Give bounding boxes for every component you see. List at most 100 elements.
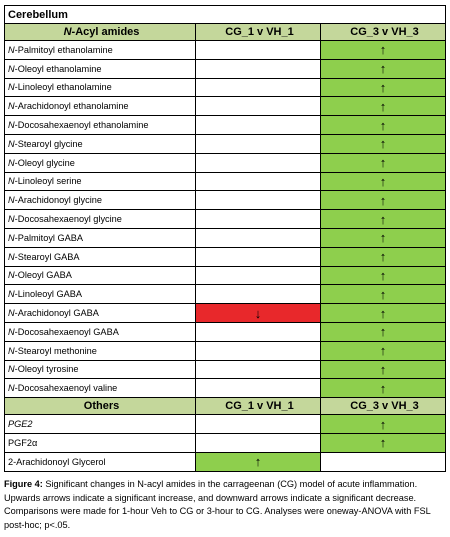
change-cell-cg3-vh3: ↑ (319, 303, 447, 323)
compound-name-text: -Oleoyl ethanolamine (14, 63, 102, 74)
change-cell-cg3-vh3: ↑ (319, 96, 447, 117)
compound-prefix: N (8, 232, 15, 243)
table-row: N-Palmitoyl ethanolamine ↑ (4, 40, 447, 60)
compound-prefix: N (8, 308, 15, 319)
change-cell-cg1-vh1 (195, 284, 321, 305)
change-cell-cg3-vh3: ↑ (319, 414, 447, 434)
change-cell-cg1-vh1: ↓ (195, 303, 321, 323)
section-header-prefix: N (63, 26, 72, 38)
change-cell-cg1-vh1 (195, 359, 321, 380)
caption-label: Figure 4: (4, 479, 43, 489)
compound-name-text: -Linoleoyl serine (14, 176, 82, 187)
column-header-cg1-vh1: CG_1 v VH_1 (195, 397, 321, 416)
compound-name: N-Palmitoyl GABA (4, 227, 196, 248)
section-header-text: -Acyl amides (71, 26, 140, 38)
change-cell-cg3-vh3: ↑ (319, 58, 447, 79)
compound-name-text: -Arachidonoyl glycine (14, 195, 102, 206)
table-row: N-Docosahexaenoyl valine ↑ (4, 378, 447, 399)
table-row: N-Arachidonoyl ethanolamine ↑ (4, 96, 447, 117)
compound-name: N-Oleoyl ethanolamine (4, 58, 196, 79)
compound-prefix: N (8, 44, 15, 55)
table-row: 2-Arachidonoyl Glycerol ↑ (4, 451, 447, 472)
compound-prefix: N (8, 345, 15, 356)
table-title-row: Cerebellum (3, 5, 447, 24)
compound-name: N-Oleoyl GABA (4, 265, 196, 286)
compound-prefix: N (8, 364, 15, 375)
compound-name: N-Oleoyl tyrosine (4, 359, 196, 380)
table-row: N-Oleoyl tyrosine ↑ (4, 359, 447, 380)
change-cell-cg3-vh3: ↑ (319, 40, 447, 60)
compound-prefix: N (8, 120, 15, 131)
column-header-cg3-vh3: CG_3 v VH_3 (319, 397, 447, 416)
compound-name-text: -Arachidonoyl ethanolamine (14, 101, 129, 112)
compound-name-text: -Docosahexaenoyl GABA (14, 326, 119, 337)
table-row: N-Docosahexaenoyl glycine ↑ (4, 209, 447, 229)
compound-name: N-Linoleoyl serine (4, 171, 196, 192)
change-cell-cg3-vh3: ↑ (319, 190, 447, 211)
compound-prefix: N (8, 289, 15, 300)
section-header-text: Others (83, 400, 120, 413)
compound-name-text: 2-Arachidonoyl Glycerol (8, 456, 106, 467)
table-row: N-Palmitoyl GABA ↑ (4, 227, 447, 248)
table-row: PGE2 ↑ (4, 414, 447, 434)
table-row: N-Docosahexaenoyl ethanolamine ↑ (4, 115, 447, 135)
compound-prefix: N (8, 157, 15, 168)
compound-name: N-Linoleoyl ethanolamine (4, 77, 196, 98)
compound-name-text: -Linoleoyl GABA (14, 289, 83, 300)
compound-name-text: -Oleoyl tyrosine (14, 364, 79, 375)
change-cell-cg1-vh1 (195, 115, 321, 135)
compound-name: PGF2α (4, 432, 196, 453)
compound-prefix: N (8, 138, 15, 149)
compound-name-text: PGF2α (8, 437, 38, 448)
compound-name-text: -Docosahexaenoyl glycine (14, 214, 122, 225)
table-row: N-Oleoyl glycine ↑ (4, 152, 447, 173)
change-cell-cg1-vh1 (195, 340, 321, 361)
table-row: N-Stearoyl methonine ↑ (4, 340, 447, 361)
table-row: N-Arachidonoyl glycine ↑ (4, 190, 447, 211)
compound-name-text: -Oleoyl glycine (14, 157, 75, 168)
compound-name: N-Arachidonoyl glycine (4, 190, 196, 211)
change-cell-cg3-vh3: ↑ (319, 432, 447, 453)
compound-name-text: -Oleoyl GABA (14, 270, 72, 281)
compound-name-text: -Stearoyl glycine (14, 138, 83, 149)
table-row: N-Stearoyl glycine ↑ (4, 133, 447, 154)
change-cell-cg3-vh3: ↑ (319, 265, 447, 286)
change-cell-cg1-vh1 (195, 40, 321, 60)
table-row: N-Docosahexaenoyl GABA ↑ (4, 321, 447, 342)
change-cell-cg1-vh1 (195, 321, 321, 342)
compound-name-text: -Arachidonoyl GABA (14, 308, 99, 319)
compound-prefix: N (8, 251, 15, 262)
compound-name-text: -Docosahexaenoyl valine (14, 383, 118, 394)
compound-name-text: -Palmitoyl GABA (14, 232, 84, 243)
compound-name-text: -Stearoyl GABA (14, 251, 80, 262)
change-cell-cg1-vh1 (195, 246, 321, 267)
compound-prefix: N (8, 195, 15, 206)
compound-name: N-Stearoyl glycine (4, 133, 196, 154)
change-cell-cg3-vh3: ↑ (319, 209, 447, 229)
change-cell-cg1-vh1 (195, 432, 321, 453)
table-row: N-Oleoyl ethanolamine ↑ (4, 58, 447, 79)
change-cell-cg1-vh1 (195, 227, 321, 248)
compound-name-text: -Stearoyl methonine (14, 345, 97, 356)
compound-name: 2-Arachidonoyl Glycerol (4, 451, 196, 472)
change-cell-cg1-vh1 (195, 209, 321, 229)
compound-prefix: N (8, 176, 15, 187)
table-row: N-Arachidonoyl GABA ↓ ↑ (4, 303, 447, 323)
change-cell-cg1-vh1 (195, 171, 321, 192)
compound-name: N-Docosahexaenoyl valine (4, 378, 196, 399)
change-cell-cg1-vh1 (195, 152, 321, 173)
change-cell-cg3-vh3: ↑ (319, 359, 447, 380)
compound-name: N-Docosahexaenoyl glycine (4, 209, 196, 229)
change-cell-cg3-vh3: ↑ (319, 321, 447, 342)
compound-name: N-Arachidonoyl ethanolamine (4, 96, 196, 117)
change-cell-cg3-vh3: ↑ (319, 133, 447, 154)
change-cell-cg3-vh3: ↑ (319, 171, 447, 192)
table-row: N-Stearoyl GABA ↑ (4, 246, 447, 267)
change-cell-cg1-vh1 (195, 133, 321, 154)
change-cell-cg3-vh3: ↑ (319, 152, 447, 173)
figure-caption: Figure 4: Significant changes in N-acyl … (4, 478, 446, 532)
caption-text: Significant changes in N-acyl amides in … (4, 479, 431, 530)
compound-name: N-Docosahexaenoyl GABA (4, 321, 196, 342)
change-cell-cg1-vh1 (195, 58, 321, 79)
change-cell-cg3-vh3: ↑ (319, 227, 447, 248)
